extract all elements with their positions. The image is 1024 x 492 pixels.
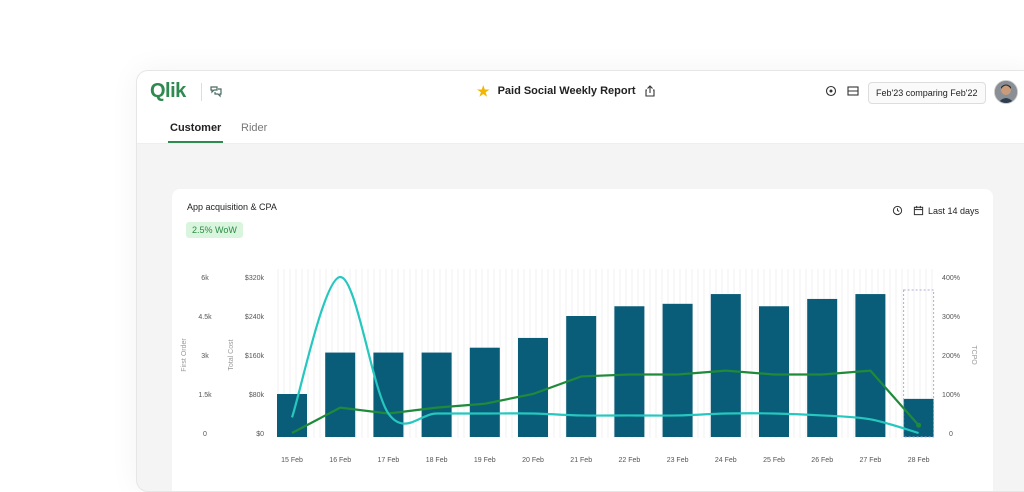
left-outer-tick-label: 3k	[201, 353, 209, 360]
series-line	[291, 369, 920, 434]
card-filters: Last 14 days	[892, 205, 979, 216]
app-window: Qlik ★ Paid Social Weekly Report Feb	[136, 70, 1024, 492]
right-tick-label: 200%	[942, 353, 960, 360]
x-tick-label: 28 Feb	[908, 457, 930, 464]
target-icon[interactable]	[825, 85, 837, 97]
selection-highlight	[903, 289, 935, 438]
left-inner-axis-title: Total Cost	[228, 339, 235, 370]
bar	[421, 352, 452, 437]
right-tick-label: 400%	[942, 275, 960, 282]
x-tick-label: 20 Feb	[522, 457, 544, 464]
card-title: App acquisition & CPA	[187, 202, 277, 212]
bar	[614, 306, 645, 437]
x-tick-label: 17 Feb	[378, 457, 400, 464]
date-range-selector[interactable]: Last 14 days	[913, 205, 979, 216]
bar	[662, 303, 693, 437]
series-point	[916, 422, 922, 428]
right-tick-label: 300%	[942, 314, 960, 321]
toolbar-icons	[825, 85, 859, 97]
x-tick-label: 27 Feb	[860, 457, 882, 464]
share-icon[interactable]	[644, 85, 656, 97]
report-title-group: ★ Paid Social Weekly Report	[477, 84, 656, 98]
top-bar: Qlik ★ Paid Social Weekly Report Feb	[137, 71, 1024, 113]
left-inner-tick-label: $0	[256, 431, 264, 438]
date-range-label: Last 14 days	[928, 205, 980, 216]
left-outer-tick-label: 1.5k	[198, 392, 212, 399]
x-tick-label: 18 Feb	[426, 457, 448, 464]
bar	[855, 294, 886, 437]
avatar[interactable]	[994, 80, 1018, 104]
left-outer-tick-label: 4.5k	[198, 314, 212, 321]
x-tick-label: 15 Feb	[281, 457, 303, 464]
insights-icon[interactable]	[209, 84, 223, 98]
bar	[903, 398, 934, 437]
left-inner-tick-label: $320k	[245, 275, 265, 282]
left-outer-tick-label: 6k	[201, 275, 209, 282]
x-tick-label: 16 Feb	[329, 457, 351, 464]
bar	[325, 352, 356, 437]
x-tick-label: 21 Feb	[570, 457, 592, 464]
tab-customer[interactable]: Customer	[167, 122, 224, 143]
compare-period-selector[interactable]: Feb'23 comparing Feb'22	[868, 82, 986, 104]
calendar-icon	[913, 205, 924, 216]
left-inner-tick-label: $80k	[249, 392, 265, 399]
x-tick-label: 24 Feb	[715, 457, 737, 464]
x-tick-label: 19 Feb	[474, 457, 496, 464]
right-axis-title: TCPO	[970, 345, 977, 365]
x-tick-label: 23 Feb	[667, 457, 689, 464]
bar	[469, 347, 500, 437]
qlik-logo[interactable]: Qlik	[150, 80, 186, 102]
user-avatar-icon	[995, 81, 1017, 103]
right-tick-label: 0	[949, 431, 953, 438]
clock-icon[interactable]	[892, 205, 903, 216]
wow-badge: 2.5% WoW	[186, 222, 243, 238]
x-tick-label: 22 Feb	[619, 457, 641, 464]
favorite-star-icon[interactable]: ★	[477, 83, 490, 99]
left-outer-tick-label: 0	[203, 431, 207, 438]
tab-bar: Customer Rider	[137, 113, 1024, 144]
acquisition-chart: 6k 4.5k 3k 1.5k 0 $320k $240k $160k $80k $0 400% 30…	[181, 269, 977, 464]
layout-icon[interactable]	[847, 85, 859, 97]
left-inner-tick-label: $240k	[245, 314, 265, 321]
bar	[518, 337, 548, 437]
divider	[201, 83, 202, 101]
tab-rider[interactable]: Rider	[241, 122, 268, 134]
report-title: Paid Social Weekly Report	[497, 85, 636, 97]
bar	[759, 306, 789, 437]
x-tick-label: 25 Feb	[763, 457, 785, 464]
left-inner-tick-label: $160k	[245, 353, 265, 360]
bar	[710, 294, 741, 437]
series-line	[290, 275, 919, 435]
left-outer-axis-title: First Order	[181, 338, 188, 372]
x-tick-label: 26 Feb	[811, 457, 833, 464]
bar	[373, 352, 404, 437]
right-tick-label: 100%	[942, 392, 960, 399]
